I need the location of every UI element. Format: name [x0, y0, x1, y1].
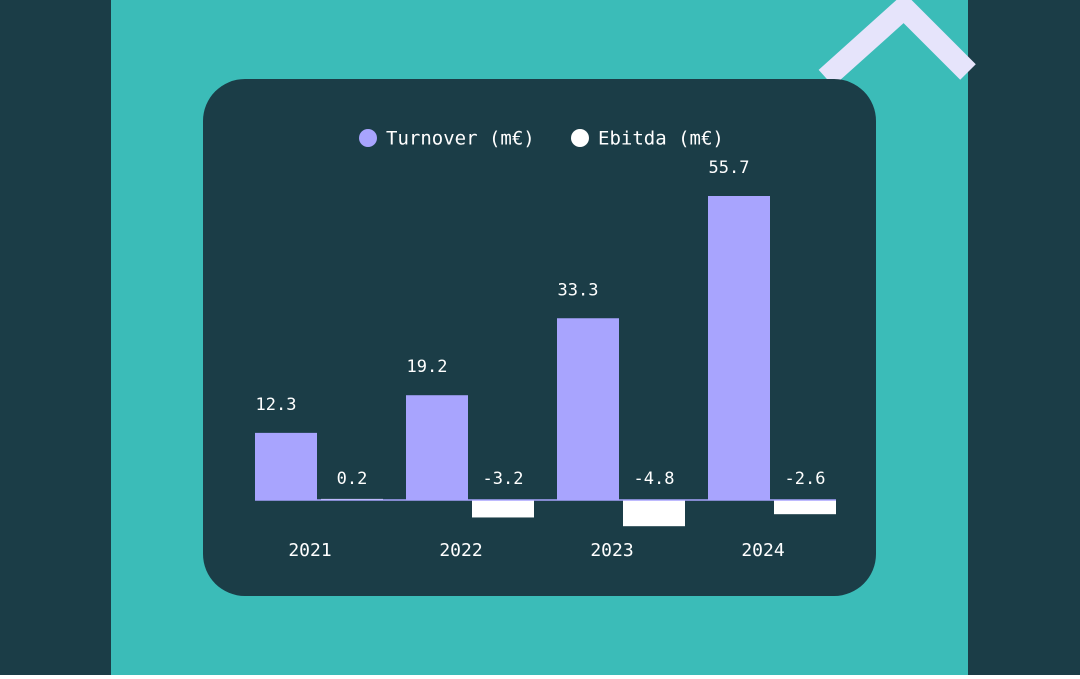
- bar: [472, 500, 534, 518]
- decor-chevron: [818, 0, 976, 87]
- value-label: 55.7: [709, 158, 750, 178]
- legend-label: Turnover (m€): [386, 128, 535, 150]
- bar: [708, 196, 770, 500]
- value-label: 19.2: [407, 357, 448, 377]
- value-label: -3.2: [483, 469, 524, 489]
- legend-swatch: [359, 129, 377, 147]
- chart-card: [203, 79, 876, 596]
- legend-label: Ebitda (m€): [598, 128, 724, 150]
- bar: [255, 432, 317, 500]
- x-tick-label: 2021: [288, 540, 331, 561]
- plot-area: Turnover (m€) Ebitda (m€) 12.3 0.2 2021 19.2 -…: [255, 128, 836, 561]
- bar: [623, 500, 685, 527]
- bar: [557, 318, 619, 500]
- value-label: 12.3: [256, 395, 297, 415]
- x-tick-label: 2022: [439, 540, 482, 561]
- bar: [406, 395, 468, 500]
- x-tick-label: 2023: [590, 540, 633, 561]
- value-label: 33.3: [558, 280, 599, 300]
- x-tick-label: 2024: [741, 540, 784, 561]
- bar: [774, 500, 836, 515]
- value-label: 0.2: [337, 469, 368, 489]
- legend-swatch: [571, 129, 589, 147]
- value-label: -4.8: [634, 469, 675, 489]
- value-label: -2.6: [785, 469, 826, 489]
